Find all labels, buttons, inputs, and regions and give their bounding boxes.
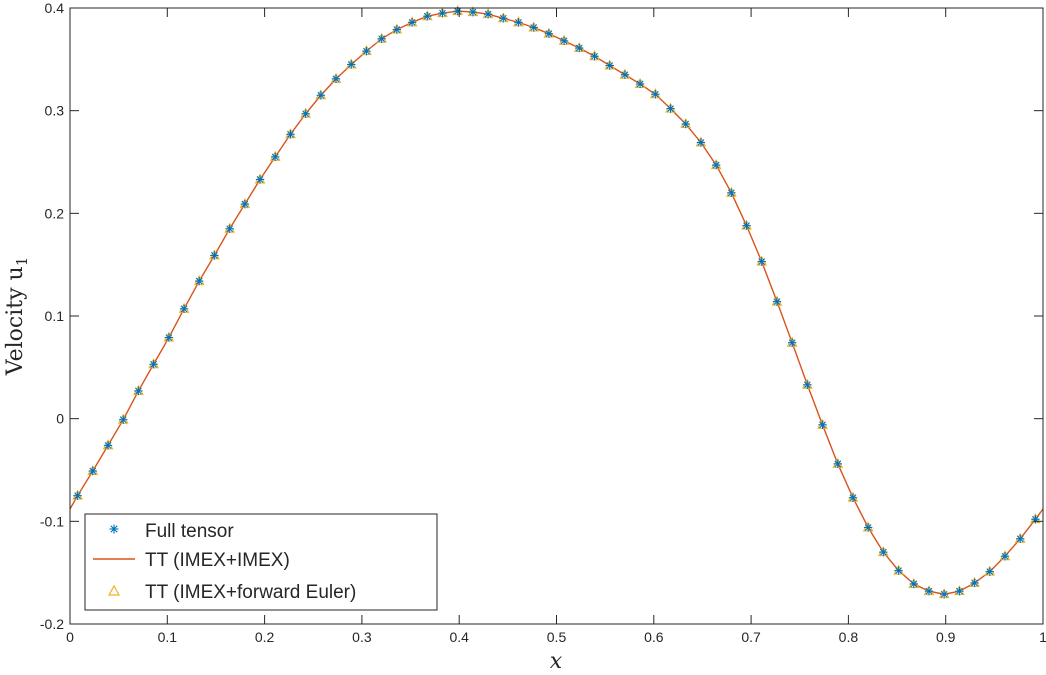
point-full-tensor bbox=[195, 276, 204, 286]
point-full-tensor bbox=[134, 386, 143, 396]
point-full-tensor bbox=[924, 586, 934, 596]
y-tick-label: 0 bbox=[56, 411, 64, 427]
x-tick-label: 0.1 bbox=[158, 629, 178, 645]
point-full-tensor bbox=[605, 61, 614, 70]
x-tick-label: 0.9 bbox=[936, 629, 956, 645]
x-tick-label: 0.2 bbox=[255, 629, 275, 645]
point-full-tensor bbox=[438, 8, 447, 18]
point-full-tensor bbox=[179, 304, 189, 314]
point-full-tensor bbox=[696, 138, 706, 147]
point-full-tensor bbox=[149, 360, 158, 369]
point-full-tensor bbox=[514, 18, 523, 27]
point-full-tensor bbox=[316, 91, 326, 100]
y-tick-label: -0.2 bbox=[40, 616, 64, 632]
point-full-tensor bbox=[635, 79, 645, 89]
point-full-tensor bbox=[1031, 515, 1040, 524]
point-full-tensor bbox=[651, 90, 660, 99]
x-tick-label: 0.8 bbox=[839, 629, 859, 645]
point-full-tensor bbox=[727, 188, 736, 197]
point-full-tensor bbox=[879, 547, 888, 557]
y-axis-label-main: Velocity u bbox=[3, 266, 28, 376]
x-tick-label: 0.3 bbox=[352, 629, 372, 645]
point-full-tensor bbox=[909, 579, 918, 589]
legend-asterisk bbox=[109, 524, 119, 534]
x-tick-label: 1 bbox=[1039, 629, 1046, 645]
point-full-tensor bbox=[499, 14, 508, 23]
y-tick-label: 0.1 bbox=[45, 308, 65, 324]
legend-marker-tt-imex-forward-euler bbox=[107, 584, 121, 596]
x-tick-label: 0.7 bbox=[741, 629, 761, 645]
point-full-tensor bbox=[301, 109, 310, 118]
point-full-tensor bbox=[483, 9, 493, 19]
point-full-tensor bbox=[225, 224, 234, 233]
point-full-tensor bbox=[468, 7, 478, 17]
y-tick-label: 0.4 bbox=[45, 0, 65, 16]
legend-label-tt-imex-forward-euler: TT (IMEX+forward Euler) bbox=[145, 582, 356, 603]
point-full-tensor bbox=[362, 46, 371, 56]
x-tick-label: 0.5 bbox=[547, 629, 567, 645]
point-full-tensor bbox=[955, 586, 964, 596]
series-layer bbox=[69, 5, 1044, 599]
point-full-tensor bbox=[407, 18, 417, 27]
y-tick-label: -0.1 bbox=[40, 513, 64, 529]
point-full-tensor bbox=[377, 34, 386, 43]
point-full-tensor bbox=[939, 590, 949, 599]
point-full-tensor bbox=[559, 36, 569, 46]
x-tick-label: 0 bbox=[66, 629, 74, 645]
point-full-tensor bbox=[331, 74, 341, 84]
point-full-tensor bbox=[423, 12, 432, 21]
x-axis-label: x bbox=[550, 649, 563, 674]
x-tick-label: 0.4 bbox=[449, 629, 469, 645]
point-full-tensor bbox=[240, 199, 250, 209]
point-full-tensor bbox=[848, 493, 858, 502]
point-full-tensor bbox=[985, 567, 994, 576]
point-full-tensor bbox=[711, 160, 721, 170]
point-full-tensor bbox=[681, 119, 690, 129]
point-full-tensor bbox=[803, 380, 812, 389]
point-full-tensor bbox=[575, 43, 584, 53]
point-full-tensor bbox=[103, 441, 113, 450]
point-full-tensor bbox=[164, 333, 174, 342]
legend-label-full-tensor: Full tensor bbox=[145, 521, 234, 542]
point-full-tensor bbox=[392, 25, 402, 34]
y-tick-label: 0.2 bbox=[45, 205, 65, 221]
point-full-tensor bbox=[818, 420, 827, 430]
point-full-tensor bbox=[210, 251, 219, 260]
point-full-tensor bbox=[894, 566, 903, 575]
point-full-tensor bbox=[529, 23, 538, 32]
point-full-tensor bbox=[787, 338, 797, 347]
point-full-tensor bbox=[970, 578, 979, 588]
point-full-tensor bbox=[286, 130, 295, 139]
point-full-tensor bbox=[742, 221, 751, 230]
point-full-tensor bbox=[1016, 534, 1025, 543]
point-full-tensor bbox=[119, 415, 128, 424]
legend: Full tensor TT (IMEX+IMEX) TT (IMEX+forw… bbox=[84, 513, 438, 611]
y-axis-label: Velocity u1 bbox=[3, 257, 31, 377]
point-full-tensor bbox=[666, 104, 675, 113]
point-full-tensor bbox=[590, 52, 599, 61]
ticks-layer bbox=[69, 7, 1044, 625]
point-full-tensor bbox=[271, 152, 280, 162]
point-full-tensor bbox=[772, 297, 782, 306]
legend-marker-full-tensor bbox=[109, 524, 119, 534]
point-full-tensor bbox=[1000, 552, 1010, 561]
point-full-tensor bbox=[620, 70, 630, 79]
point-full-tensor bbox=[73, 491, 82, 500]
point-full-tensor bbox=[255, 175, 265, 184]
y-tick-label: 0.3 bbox=[45, 103, 65, 119]
legend-label-tt-imex-imex: TT (IMEX+IMEX) bbox=[145, 550, 290, 571]
point-full-tensor bbox=[863, 523, 873, 532]
point-full-tensor bbox=[757, 257, 766, 266]
point-full-tensor bbox=[347, 60, 356, 69]
y-axis-label-subscript: 1 bbox=[13, 257, 31, 267]
point-full-tensor bbox=[833, 459, 842, 469]
point-full-tensor bbox=[544, 29, 554, 38]
point-full-tensor bbox=[88, 466, 97, 476]
x-tick-label: 0.6 bbox=[644, 629, 664, 645]
tick-labels-layer: 0 0.1 0.2 0.3 0.4 0.5 0.6 0.7 0.8 0.9 1 -0.2 -0.1 0 0.… bbox=[40, 0, 1046, 645]
legend-box bbox=[84, 513, 438, 611]
